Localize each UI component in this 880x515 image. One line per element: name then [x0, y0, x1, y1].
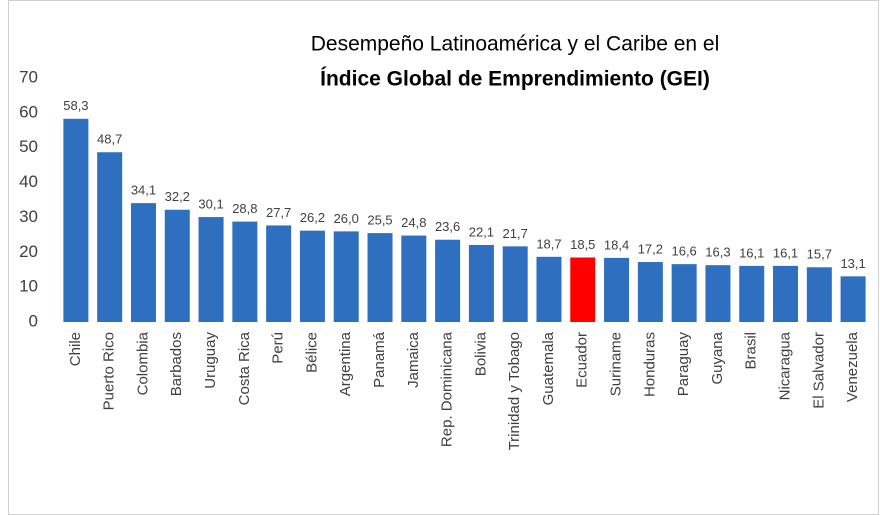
x-tick-label: Nicaragua: [776, 331, 793, 400]
bar: [739, 265, 765, 322]
y-tick-label: 40: [19, 172, 38, 191]
bar: [401, 235, 427, 322]
y-tick-label: 30: [19, 207, 38, 226]
bar: [164, 209, 190, 322]
bar: [367, 233, 393, 322]
value-label: 34,1: [131, 183, 156, 198]
x-tick-label: Rep. Dominicana: [439, 331, 456, 447]
y-tick-label: 20: [19, 242, 38, 261]
bar: [773, 265, 799, 322]
value-label: 22,1: [469, 224, 494, 239]
y-tick-label: 70: [19, 67, 38, 86]
bar: [840, 276, 866, 322]
x-tick-label: Colombia: [134, 331, 151, 395]
x-tick-label: Ecuador: [574, 332, 591, 388]
x-tick-label: Argentina: [337, 331, 354, 396]
x-tick-label: Costa Rica: [236, 331, 253, 405]
value-label: 23,6: [435, 219, 460, 234]
value-label: 30,1: [198, 197, 223, 212]
bar: [806, 267, 832, 322]
value-label: 26,2: [300, 210, 325, 225]
x-tick-label: Perú: [270, 332, 287, 364]
x-tick-label: Suriname: [608, 332, 625, 396]
value-label: 58,3: [63, 98, 88, 113]
x-tick-label: Uruguay: [202, 332, 219, 389]
bar: [97, 152, 123, 322]
value-label: 24,8: [401, 215, 426, 230]
bar: [435, 239, 461, 322]
value-label: 27,7: [266, 205, 291, 220]
value-label: 28,8: [232, 201, 257, 216]
x-tick-label: Jamaica: [405, 331, 422, 388]
bar: [468, 244, 494, 322]
value-label: 25,5: [367, 213, 392, 228]
x-tick-label: Bélice: [303, 332, 320, 373]
value-label: 18,5: [570, 237, 595, 252]
bar: [63, 118, 89, 322]
x-tick-label: Honduras: [641, 332, 658, 397]
value-label: 18,7: [536, 236, 561, 251]
bar: [570, 257, 596, 322]
value-label: 16,1: [773, 245, 798, 260]
value-label: 48,7: [97, 132, 122, 147]
bar: [266, 225, 292, 322]
x-tick-label: Bolivia: [472, 331, 489, 376]
bar: [536, 256, 562, 322]
x-tick-label: Puerto Rico: [101, 332, 118, 410]
x-tick-label: Guyana: [709, 331, 726, 384]
value-label: 13,1: [840, 256, 865, 271]
y-tick-label: 50: [19, 137, 38, 156]
value-label: 32,2: [165, 189, 190, 204]
bar: [130, 203, 156, 322]
x-tick-label: El Salvador: [810, 332, 827, 409]
x-tick-label: Venezuela: [844, 331, 861, 402]
bar: [333, 231, 359, 322]
bar: [232, 221, 258, 322]
bar: [671, 264, 697, 322]
chart-title: Índice Global de Emprendimiento (GEI): [320, 68, 710, 91]
value-label: 16,3: [705, 245, 730, 260]
x-tick-label: Chile: [67, 332, 84, 366]
y-tick-label: 60: [19, 102, 38, 121]
x-tick-label: Guatemala: [540, 331, 557, 405]
x-tick-label: Panamá: [371, 331, 388, 388]
value-label: 26,0: [334, 211, 359, 226]
bar: [299, 230, 325, 322]
x-tick-label: Paraguay: [675, 332, 692, 397]
bar: [502, 246, 528, 322]
value-label: 15,7: [807, 247, 832, 262]
y-tick-label: 0: [29, 311, 38, 330]
bar: [705, 265, 731, 322]
y-tick-label: 10: [19, 277, 38, 296]
x-tick-label: Trinidad y Tobago: [506, 332, 523, 450]
bar: [198, 217, 224, 322]
value-label: 21,7: [503, 226, 528, 241]
value-label: 17,2: [638, 241, 663, 256]
value-label: 16,1: [739, 245, 764, 260]
x-tick-label: Barbados: [168, 332, 185, 396]
chart-title: Desempeño Latinoamérica y el Caribe en e…: [311, 33, 720, 56]
bar: [637, 262, 663, 322]
value-label: 18,4: [604, 237, 629, 252]
bar: [604, 257, 630, 322]
value-label: 16,6: [671, 244, 696, 259]
x-tick-label: Brasil: [743, 332, 760, 370]
